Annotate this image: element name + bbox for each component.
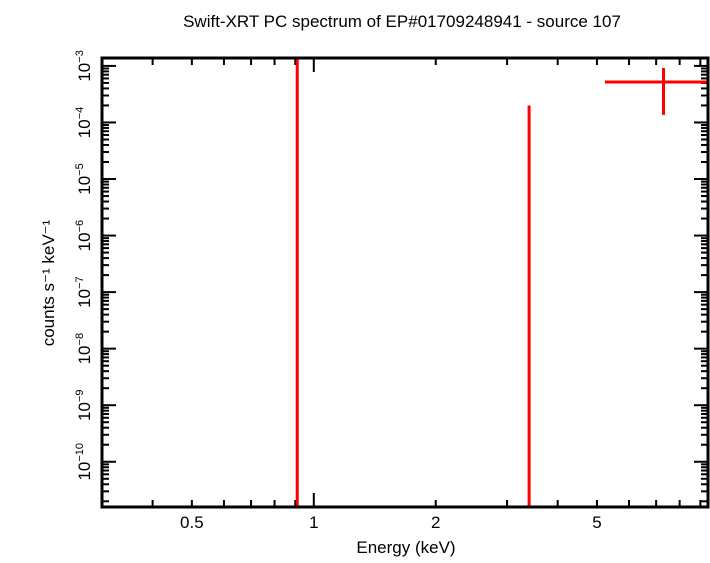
y-tick-label: 10−10 <box>74 443 94 481</box>
x-tick-label: 0.5 <box>180 513 204 532</box>
y-tick-label: 10−5 <box>74 163 94 194</box>
x-tick-label: 1 <box>309 513 318 532</box>
x-axis-label: Energy (keV) <box>356 538 455 557</box>
y-tick-label: 10−4 <box>74 107 94 138</box>
y-tick-label: 10−7 <box>74 276 94 307</box>
plot-frame <box>100 56 710 509</box>
y-tick-label: 10−6 <box>74 220 94 251</box>
chart-title: Swift-XRT PC spectrum of EP#01709248941 … <box>183 12 621 31</box>
y-tick-label: 10−8 <box>74 333 94 364</box>
x-tick-label: 5 <box>592 513 601 532</box>
y-tick-label: 10−3 <box>74 50 94 81</box>
y-tick-label: 10−9 <box>74 389 94 420</box>
y-axis-label: counts s⁻¹ keV⁻¹ <box>39 219 58 346</box>
x-tick-label: 2 <box>431 513 440 532</box>
